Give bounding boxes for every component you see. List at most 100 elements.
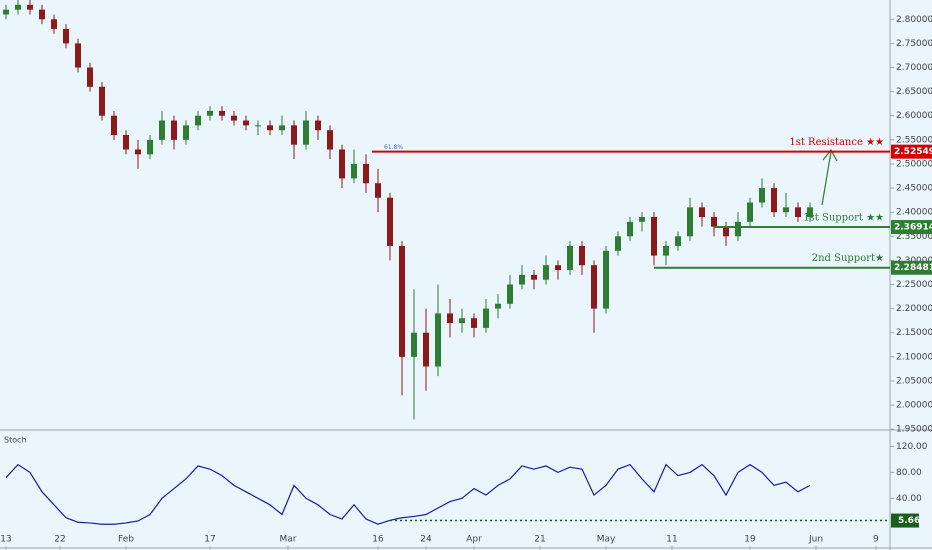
candle-body [711, 217, 717, 227]
y-tick-label: 2.35000 [896, 232, 932, 242]
candle-body [123, 135, 129, 150]
candle-body [111, 115, 117, 136]
candle-body [75, 43, 81, 68]
candle-body [651, 217, 657, 256]
candle-body [507, 284, 513, 304]
candle-body [291, 125, 297, 145]
candle-body [351, 163, 357, 179]
candle-body [627, 221, 633, 237]
candle-body [411, 332, 417, 357]
candle-body [447, 313, 453, 324]
candle-body [591, 265, 597, 309]
x-tick-label: Mar [280, 535, 297, 545]
candle-body [27, 4, 33, 10]
candle-body [339, 149, 345, 179]
x-tick-label: 22 [54, 535, 65, 545]
candle-body [231, 115, 237, 121]
candle-body [327, 130, 333, 150]
candle-body [387, 197, 393, 246]
value-box-label: 5.66 [898, 516, 920, 526]
candle-body [687, 207, 693, 237]
y-tick-label: 1.95000 [896, 425, 932, 435]
candle-body [771, 188, 777, 213]
x-tick-label: 13 [0, 535, 11, 545]
candle-body [435, 313, 441, 367]
candle-body [135, 149, 141, 155]
x-tick-label: 9 [873, 535, 879, 545]
candle-body [15, 4, 21, 10]
candle-body [747, 202, 753, 222]
y-tick-label: 2.05000 [896, 376, 932, 386]
candle-body [303, 120, 309, 145]
x-tick-label: 24 [420, 535, 432, 545]
candle-body [519, 274, 525, 285]
candle-body [363, 163, 369, 184]
price-box-label: 2.28481 [894, 263, 932, 273]
candle-body [795, 207, 801, 217]
arrow-head [822, 148, 838, 162]
x-tick-label: 11 [666, 535, 677, 545]
y-tick-label: 2.70000 [896, 63, 932, 73]
candle-body [579, 245, 585, 266]
y-tick-label: 80.00 [896, 468, 922, 478]
stoch-line [5, 463, 811, 525]
candle-body [219, 110, 225, 116]
candle-body [555, 265, 561, 271]
level-label: 2nd Support★ [812, 253, 884, 264]
y-tick-label: 2.80000 [896, 15, 932, 25]
candle-body [99, 86, 105, 116]
candle-body [663, 245, 669, 256]
y-tick-label: 2.15000 [896, 328, 932, 338]
candle-body [195, 115, 201, 126]
candle-body [423, 332, 429, 367]
arrow [821, 151, 832, 206]
price-box [891, 220, 932, 235]
x-tick-label: Feb [118, 535, 134, 545]
candle-body [531, 274, 537, 280]
value-box [891, 513, 919, 528]
candle-body [315, 120, 321, 131]
y-tick-label: 40.00 [896, 494, 922, 504]
candle-body [63, 28, 69, 44]
candle-body [375, 183, 381, 198]
y-tick-label: 2.45000 [896, 184, 932, 194]
x-tick-label: 21 [534, 535, 545, 545]
candle-body [567, 245, 573, 271]
candle-body [483, 308, 489, 328]
x-tick-label: May [597, 535, 616, 545]
candle-body [459, 318, 465, 324]
candle-body [267, 125, 273, 131]
candle-body [279, 125, 285, 131]
x-tick-label: Apr [466, 535, 482, 545]
y-tick-label: 2.50000 [896, 159, 932, 169]
candle-body [603, 250, 609, 309]
candle-body [471, 318, 477, 328]
candle-body [543, 265, 549, 280]
y-tick-label: 2.10000 [896, 352, 932, 362]
y-tick-label: 2.40000 [896, 208, 932, 218]
candle-body [399, 245, 405, 357]
y-tick-label: 2.75000 [896, 39, 932, 49]
indicator-title: Stoch [4, 436, 27, 445]
candle-body [615, 236, 621, 251]
price-box-label: 2.36914 [894, 223, 932, 233]
candle-body [759, 188, 765, 203]
candle-body [639, 217, 645, 222]
candle-body [807, 207, 813, 217]
y-tick-label: 2.25000 [896, 280, 932, 290]
y-tick-label: 2.65000 [896, 87, 932, 97]
candle-body [87, 67, 93, 87]
candle-body [147, 139, 153, 155]
x-tick-label: 16 [372, 535, 384, 545]
y-tick-label: 2.20000 [896, 304, 932, 314]
candle-body [159, 120, 165, 140]
x-tick-label: 17 [204, 535, 215, 545]
candle-body [495, 303, 501, 309]
candle-body [171, 120, 177, 140]
y-tick-label: 2.00000 [896, 401, 932, 411]
candle-body [3, 9, 9, 15]
level-label: 1st Support ★★ [803, 213, 884, 224]
fib-label: 61.8% [384, 144, 403, 151]
